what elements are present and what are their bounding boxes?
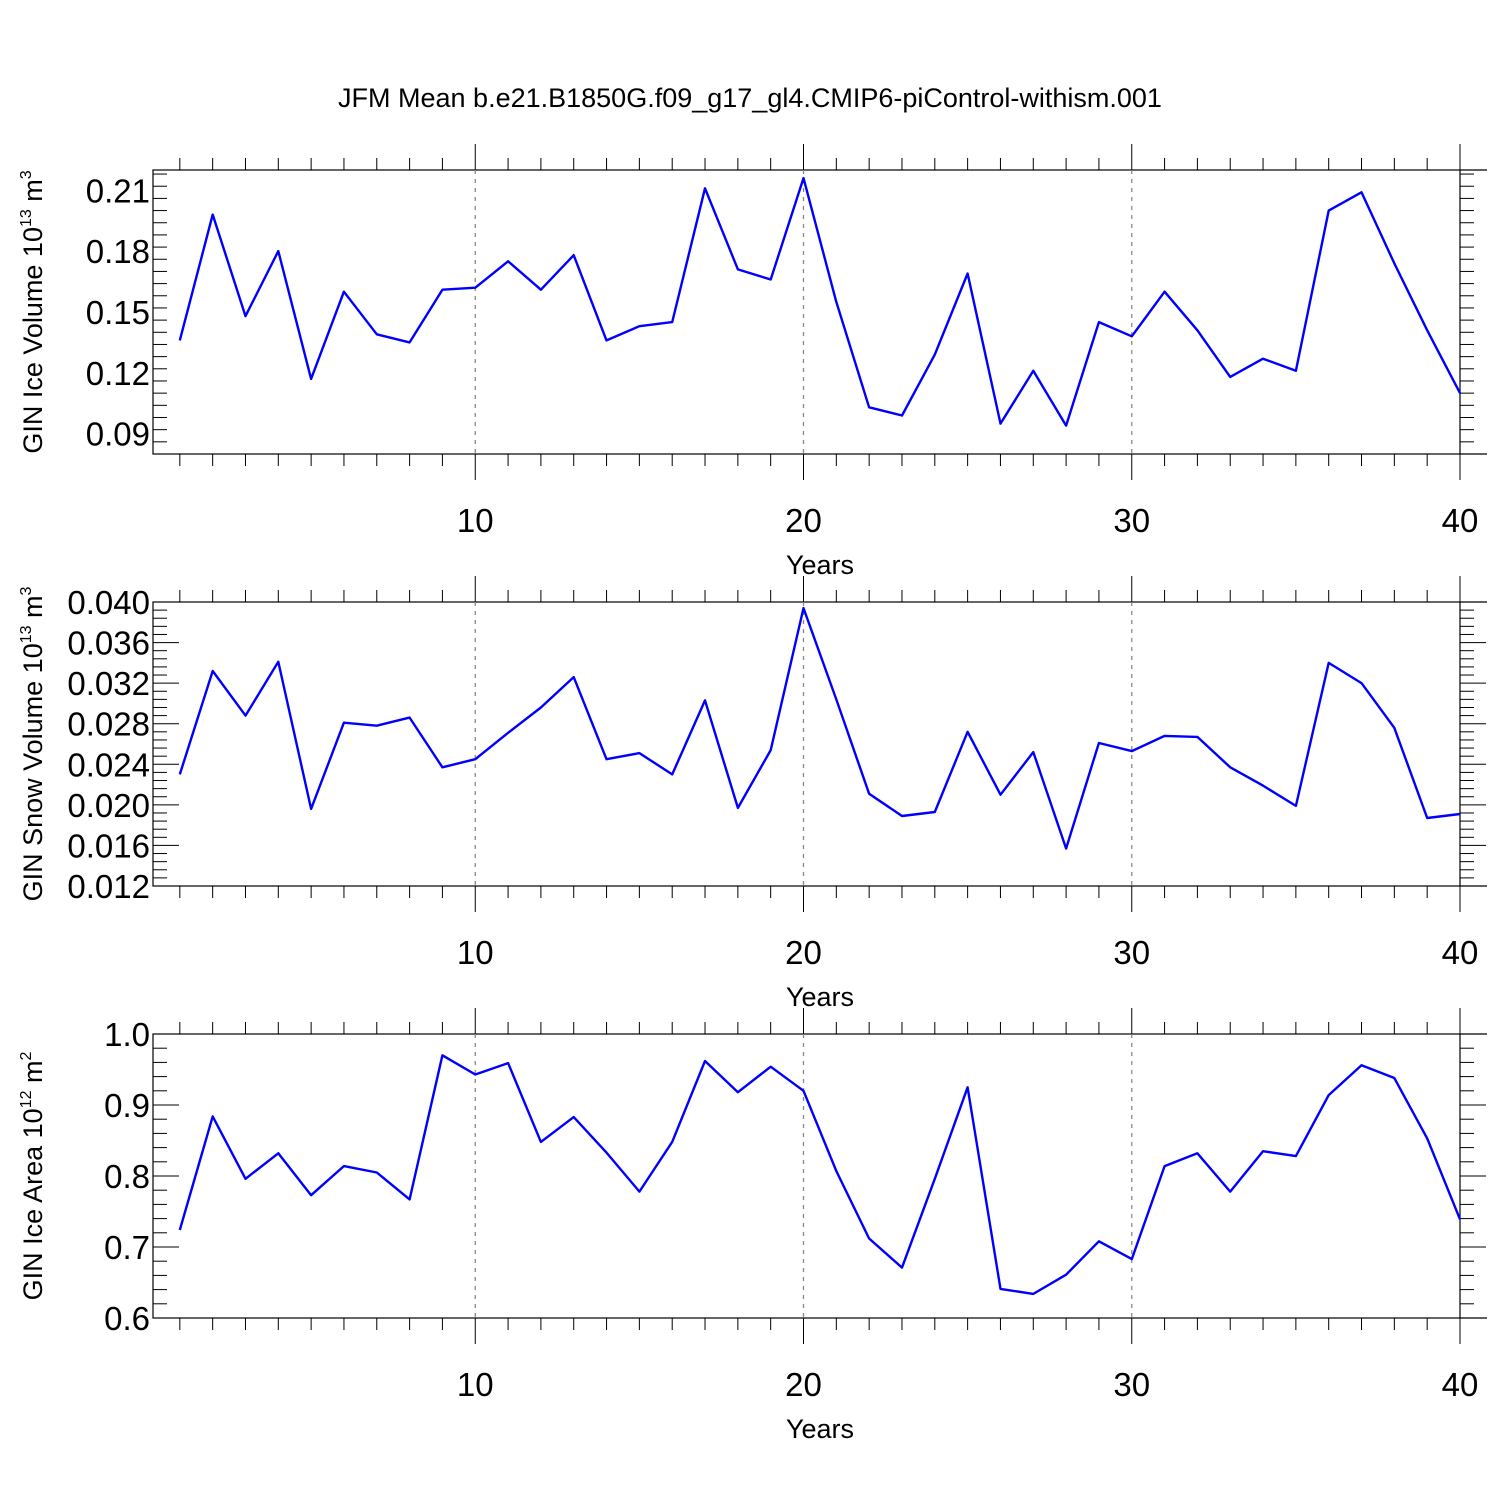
x-tick-label: 10 — [457, 934, 494, 971]
x-axis-label: Years — [786, 1414, 854, 1444]
y-tick-label: 0.028 — [67, 706, 150, 743]
panels: 0.09 0.12 0.15 0.18 0.21 10 20 30 40 Years GIN Ice… — [18, 144, 1487, 1444]
y-tick-label: 0.024 — [67, 746, 150, 783]
x-tick-label: 10 — [457, 1366, 494, 1403]
x-tick-label: 30 — [1113, 934, 1150, 971]
x-axis-label: Years — [786, 982, 854, 1012]
y-tick-label: 0.18 — [86, 233, 150, 270]
plot-frame — [152, 1033, 1461, 1319]
x-tick-label: 40 — [1442, 502, 1479, 539]
y-tick-label: 0.15 — [86, 294, 150, 331]
series-line — [178, 1054, 1462, 1296]
y-tick-label: 0.036 — [67, 625, 150, 662]
y-tick-label: 0.7 — [104, 1229, 150, 1266]
y-tick-label: 0.12 — [86, 355, 150, 392]
figure-title: JFM Mean b.e21.B1850G.f09_g17_gl4.CMIP6-… — [338, 83, 1162, 113]
y-tick-label: 0.040 — [67, 584, 150, 621]
y-tick-label: 0.09 — [86, 416, 150, 453]
y-axis-label: GIN Snow Volume 1013 m3 — [18, 586, 48, 901]
y-tick-label: 0.032 — [67, 665, 150, 702]
x-tick-label: 10 — [457, 502, 494, 539]
y-tick-label: 0.9 — [104, 1087, 150, 1124]
chart-panel-3: 0.6 0.7 0.8 0.9 1.0 10 20 30 40 Years GIN Ice Area… — [18, 1008, 1487, 1444]
x-tick-label: 20 — [785, 1366, 822, 1403]
x-tick-label: 30 — [1113, 502, 1150, 539]
chart-panel-1: 0.09 0.12 0.15 0.18 0.21 10 20 30 40 Years GIN Ice… — [18, 144, 1487, 580]
series-line — [178, 606, 1461, 850]
y-tick-label: 0.016 — [67, 827, 150, 864]
series-line — [178, 176, 1462, 427]
y-tick-label: 0.21 — [86, 172, 150, 209]
y-tick-label: 0.012 — [67, 868, 150, 905]
y-axis-label: GIN Ice Area 1012 m2 — [18, 1052, 48, 1301]
y-tick-label: 0.020 — [67, 787, 150, 824]
y-axis-label: GIN Ice Volume 1013 m3 — [18, 170, 48, 453]
x-tick-label: 20 — [785, 502, 822, 539]
y-tick-label: 1.0 — [104, 1016, 150, 1053]
x-tick-label: 30 — [1113, 1366, 1150, 1403]
y-tick-label: 0.8 — [104, 1158, 150, 1195]
plot-frame — [152, 601, 1461, 887]
plot-frame — [152, 169, 1461, 455]
x-tick-label: 40 — [1442, 1366, 1479, 1403]
x-tick-label: 40 — [1442, 934, 1479, 971]
y-tick-label: 0.6 — [104, 1300, 150, 1337]
x-tick-label: 20 — [785, 934, 822, 971]
x-axis-label: Years — [786, 550, 854, 580]
